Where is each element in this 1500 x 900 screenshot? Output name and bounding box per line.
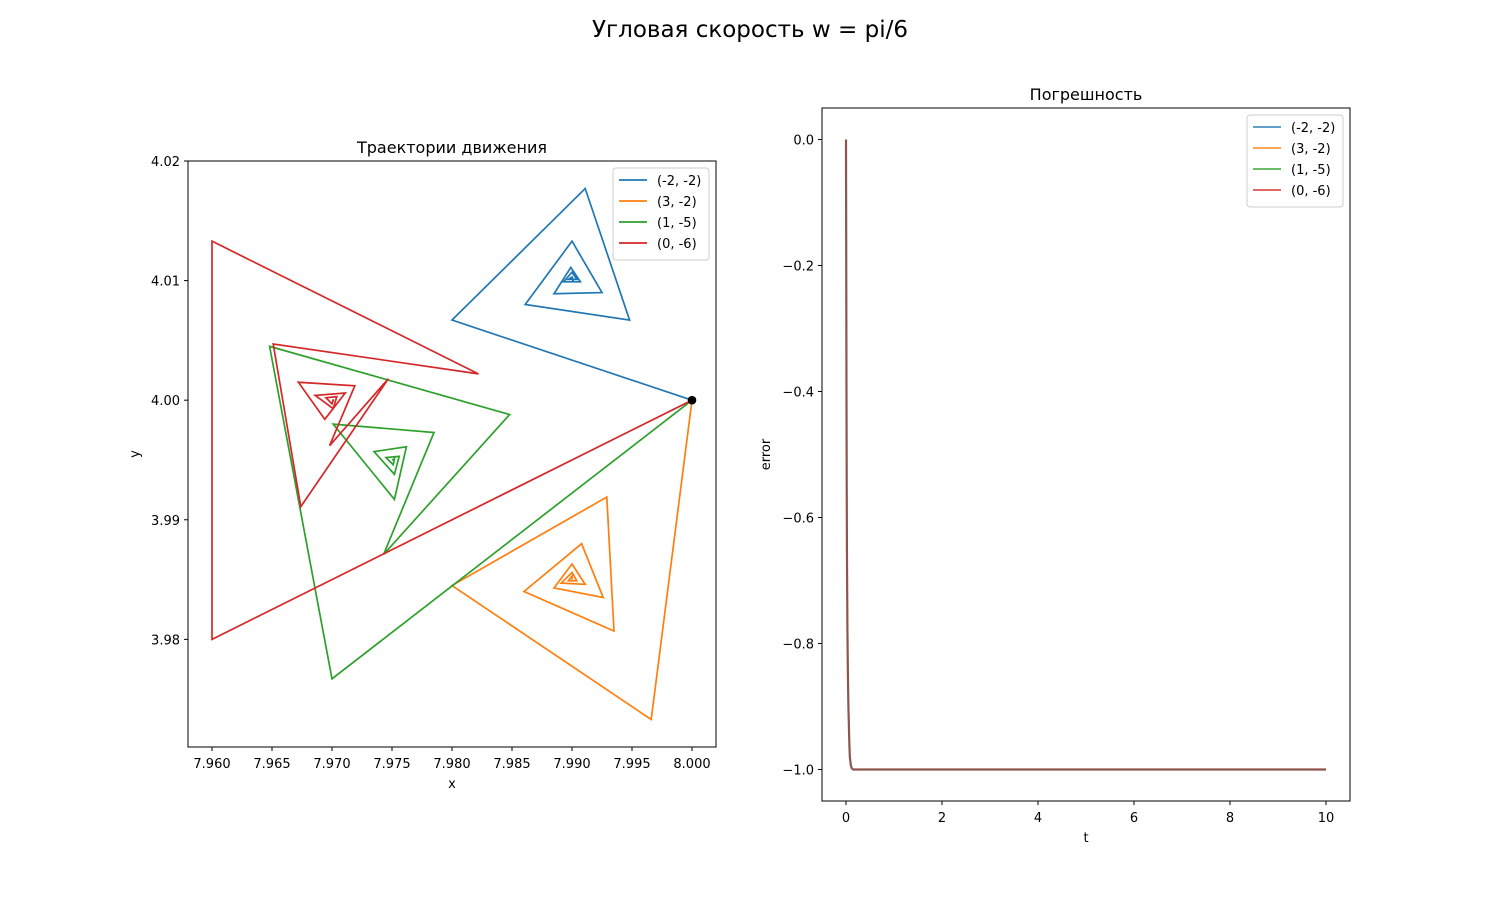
y-tick-label: 3.98 — [151, 633, 180, 648]
legend: (-2, -2) (3, -2) (1, -5) (0, -6) — [612, 167, 710, 261]
axes-title: Траектории движения — [356, 138, 547, 157]
x-axis-label: t — [1083, 831, 1088, 846]
legend: (-2, -2) (3, -2) (1, -5) (0, -6) — [1246, 114, 1344, 208]
x-tick-label: 7.995 — [613, 757, 650, 772]
x-tick-label: 7.970 — [313, 757, 350, 772]
x-axis-label: x — [448, 777, 456, 792]
legend-label-1: (3, -2) — [657, 195, 697, 210]
x-tick-label: 7.965 — [253, 757, 290, 772]
x-tick-label: 7.960 — [193, 757, 230, 772]
y-tick-label: 4.01 — [151, 275, 180, 290]
y-tick-label: 4.00 — [151, 394, 180, 409]
y-tick-label: 0.0 — [793, 134, 814, 149]
series-line-2 — [268, 345, 693, 681]
y-tick-label: 4.02 — [151, 155, 180, 170]
axes-frame — [821, 107, 1351, 802]
error-curve — [844, 139, 1326, 771]
legend-label-2: (1, -5) — [657, 216, 697, 231]
y-tick-label: −0.6 — [782, 512, 814, 527]
x-tick-label: 7.975 — [373, 757, 410, 772]
series-line-1 — [450, 400, 693, 721]
axes-title: Погрешность — [1030, 85, 1143, 104]
legend-frame — [612, 167, 710, 261]
trajectory-axes: 7.960 7.965 7.970 7.975 7.980 7.985 7.990 7.995… — [128, 138, 717, 792]
x-tick-label: 7.990 — [553, 757, 590, 772]
legend-label-3: (0, -6) — [657, 237, 697, 252]
legend-label-1: (3, -2) — [1291, 142, 1331, 157]
y-axis-label: y — [128, 450, 143, 458]
x-tick-label: 2 — [938, 811, 946, 826]
y-tick-label: −0.8 — [782, 638, 814, 653]
start-point-marker-0 — [687, 395, 697, 405]
x-tick-label: 0 — [842, 811, 850, 826]
x-tick-label: 4 — [1034, 811, 1042, 826]
figure-suptitle: Угловая скорость w = pi/6 — [592, 17, 908, 43]
y-tick-label: 3.99 — [151, 514, 180, 529]
x-tick-label: 7.980 — [433, 757, 470, 772]
x-tick-label: 8 — [1226, 811, 1234, 826]
legend-label-0: (-2, -2) — [657, 174, 701, 189]
legend-label-3: (0, -6) — [1291, 184, 1331, 199]
y-tick-label: −0.2 — [782, 260, 814, 275]
x-tick-label: 10 — [1318, 811, 1335, 826]
series-line-0 — [450, 186, 693, 401]
x-tick-label: 8.000 — [673, 757, 710, 772]
y-tick-label: −0.4 — [782, 386, 814, 401]
x-tick-label: 6 — [1130, 811, 1138, 826]
legend-label-2: (1, -5) — [1291, 163, 1331, 178]
error-axes: 0 2 4 6 8 10 0.0 −0.2 −0.4 −0.6 −0.8 −1.0 t error Погр… — [759, 85, 1351, 846]
x-tick-label: 7.985 — [493, 757, 530, 772]
y-axis-label: error — [759, 438, 774, 470]
legend-label-0: (-2, -2) — [1291, 121, 1335, 136]
legend-frame — [1246, 114, 1344, 208]
y-tick-label: −1.0 — [782, 764, 814, 779]
series-line-3 — [211, 239, 693, 641]
